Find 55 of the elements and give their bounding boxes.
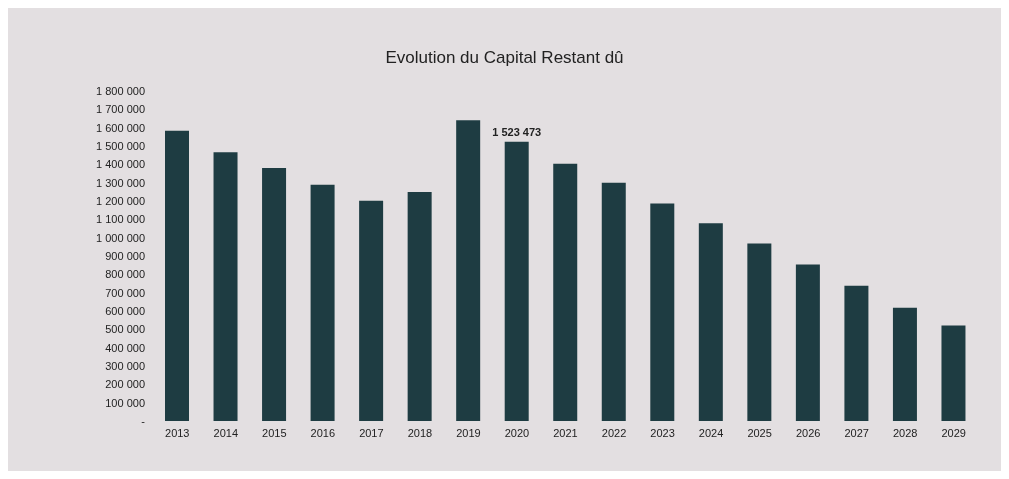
y-tick-label: 400 000 xyxy=(105,341,145,354)
y-tick-label: 500 000 xyxy=(105,323,145,336)
bar xyxy=(553,163,578,421)
bar xyxy=(892,307,917,421)
y-tick-label: 300 000 xyxy=(105,359,145,372)
x-tick-label: 2016 xyxy=(310,426,336,439)
x-tick-label: 2027 xyxy=(844,426,869,439)
bar xyxy=(601,182,626,421)
y-tick-label: 1 400 000 xyxy=(96,158,145,171)
x-tick-label: 2026 xyxy=(795,426,821,439)
y-tick-label: - xyxy=(141,414,146,427)
y-tick-label: 1 100 000 xyxy=(96,213,145,226)
x-tick-label: 2025 xyxy=(747,426,772,439)
y-tick-label: 1 000 000 xyxy=(96,231,145,244)
x-tick-label: 2015 xyxy=(262,426,287,439)
y-tick-label: 1 600 000 xyxy=(96,121,145,134)
x-tick-label: 2014 xyxy=(213,426,239,439)
bar xyxy=(504,141,529,421)
x-tick-label: 2021 xyxy=(553,426,578,439)
x-tick-label: 2017 xyxy=(359,426,384,439)
bar xyxy=(844,285,869,421)
bar xyxy=(213,152,238,421)
bar xyxy=(698,223,723,421)
bar xyxy=(795,264,820,421)
x-tick-label: 2020 xyxy=(504,426,530,439)
x-tick-label: 2022 xyxy=(601,426,627,439)
y-tick-label: 1 800 000 xyxy=(96,84,145,97)
y-tick-label: 1 300 000 xyxy=(96,176,145,189)
bar xyxy=(165,130,189,421)
x-tick-label: 2029 xyxy=(941,426,966,439)
y-tick-label: 200 000 xyxy=(105,378,145,391)
bar xyxy=(456,120,481,421)
x-tick-label: 2019 xyxy=(456,426,481,439)
y-tick-label: 1 200 000 xyxy=(96,194,145,207)
x-tick-label: 2023 xyxy=(650,426,675,439)
bar xyxy=(747,243,772,421)
data-label: 1 523 473 xyxy=(492,125,542,138)
bar xyxy=(359,200,384,421)
bar xyxy=(262,168,287,421)
x-tick-label: 2028 xyxy=(892,426,918,439)
y-tick-label: 1 700 000 xyxy=(96,103,145,116)
y-tick-label: 700 000 xyxy=(105,286,145,299)
x-tick-label: 2013 xyxy=(165,426,190,439)
y-tick-label: 1 500 000 xyxy=(96,139,145,152)
y-tick-label: 800 000 xyxy=(105,268,145,281)
y-tick-label: 900 000 xyxy=(105,249,145,262)
bar xyxy=(650,203,675,421)
bar xyxy=(941,325,966,421)
x-tick-label: 2018 xyxy=(407,426,433,439)
bar xyxy=(310,184,335,421)
y-tick-label: 100 000 xyxy=(105,396,145,409)
x-tick-label: 2024 xyxy=(698,426,724,439)
bar xyxy=(407,192,432,421)
y-tick-label: 600 000 xyxy=(105,304,145,317)
chart-title: Evolution du Capital Restant dû xyxy=(384,48,625,68)
